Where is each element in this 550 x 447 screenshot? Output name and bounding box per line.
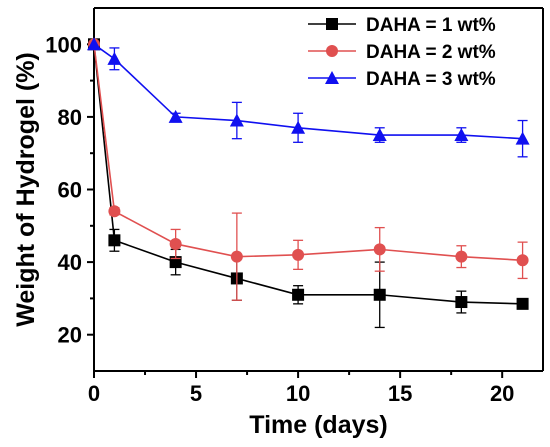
data-point-square: [516, 297, 529, 310]
data-point-triangle: [107, 51, 122, 65]
y-tick-label: 20: [58, 323, 82, 348]
data-point-triangle: [454, 128, 469, 142]
x-tick-label: 20: [490, 381, 514, 406]
x-axis-title: Time (days): [249, 411, 387, 439]
legend: DAHA = 1 wt% DAHA = 2 wt% DAHA = 3 wt%: [308, 15, 496, 90]
data-point-square: [373, 288, 386, 301]
legend-label: DAHA = 1 wt%: [366, 15, 496, 36]
data-point-triangle: [168, 109, 183, 123]
y-axis-title: Weight of Hydrogel (%): [12, 52, 40, 327]
data-point-triangle: [325, 71, 339, 84]
x-tick-label: 0: [88, 381, 100, 406]
legend-item-3: DAHA = 3 wt%: [308, 69, 496, 90]
y-tick-label: 40: [58, 250, 82, 275]
data-point-circle: [169, 237, 182, 250]
legend-label: DAHA = 2 wt%: [366, 42, 496, 63]
data-point-square: [292, 288, 305, 301]
data-point-circle: [516, 254, 529, 267]
legend-item-2: DAHA = 2 wt%: [308, 42, 496, 63]
x-tick-label: 10: [286, 381, 310, 406]
data-point-triangle: [372, 128, 387, 142]
data-point-triangle: [87, 37, 101, 51]
series-line: [93, 44, 523, 305]
series-2: [88, 38, 529, 301]
data-point-square: [455, 296, 468, 309]
series-line: [93, 43, 523, 140]
data-point-circle: [326, 45, 338, 57]
data-point-circle: [292, 248, 305, 261]
data-point-circle: [230, 250, 243, 263]
data-point-triangle: [291, 120, 306, 134]
data-point-square: [108, 234, 121, 247]
data-point-circle: [108, 205, 121, 218]
legend-label: DAHA = 3 wt%: [366, 69, 496, 90]
data-point-circle: [373, 243, 386, 256]
y-tick-label: 60: [58, 178, 82, 203]
y-tick-label: 80: [58, 105, 82, 130]
data-point-circle: [455, 250, 468, 263]
x-tick-label: 15: [388, 381, 412, 406]
legend-item-1: DAHA = 1 wt%: [308, 15, 496, 36]
data-point-triangle: [515, 131, 530, 145]
data-series: [87, 37, 530, 329]
data-point-square: [326, 18, 338, 30]
series-line: [93, 44, 523, 262]
series-3: [87, 37, 530, 158]
y-tick-label: 100: [45, 32, 82, 57]
x-tick-label: 5: [190, 381, 202, 406]
axes: 0 5 10 15 20 20 40 60 80 100: [45, 7, 544, 406]
data-point-triangle: [229, 113, 244, 127]
